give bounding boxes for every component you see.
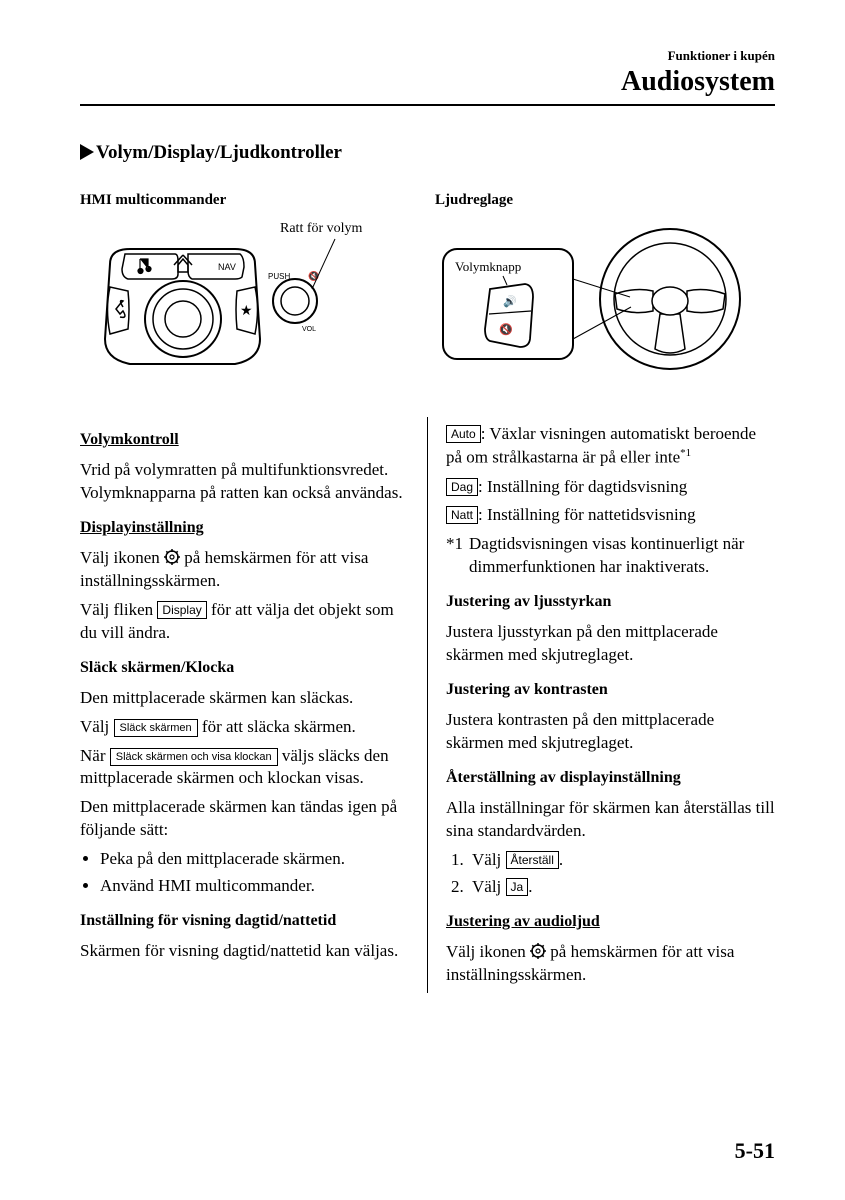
para: Den mittplacerade skärmen kan tändas ige… (80, 796, 409, 842)
heading-displayinstallning: Displayinställning (80, 519, 409, 537)
para: Välj ikonen på hemskärmen för att visa i… (446, 941, 775, 987)
list-item: Peka på den mittplacerade skärmen. (100, 848, 409, 871)
box-dag: Dag (446, 478, 478, 496)
para: Den mittplacerade skärmen kan släckas. (80, 687, 409, 710)
heading-ljusstyrka: Justering av ljusstyrkan (446, 593, 775, 611)
box-slack-klocka: Släck skärmen och visa klockan (110, 748, 278, 766)
box-slack-skarmen: Släck skärmen (114, 719, 198, 737)
gear-icon (164, 549, 180, 565)
steering-wheel-figure: Volymknapp 🔊 🔇 (435, 219, 775, 389)
left-column: Volymkontroll Vrid på volymratten på mul… (80, 417, 427, 993)
hmi-commander-icon: NAV ★ PUSH 🔇 VOL (80, 219, 400, 379)
figure-left-label: HMI multicommander (80, 192, 405, 209)
two-columns: Volymkontroll Vrid på volymratten på mul… (80, 417, 775, 993)
heading-audioljud: Justering av audioljud (446, 913, 775, 931)
para: När Släck skärmen och visa klockan väljs… (80, 745, 409, 791)
svg-text:🔇: 🔇 (499, 323, 513, 336)
list-item: Välj Ja. (468, 876, 775, 899)
box-ja: Ja (506, 878, 529, 896)
footnote-key: *1 (446, 533, 463, 579)
page-header: Funktioner i kupén Audiosystem (80, 48, 775, 98)
figure-right-label: Ljudreglage (435, 192, 775, 209)
svg-text:Volymknapp: Volymknapp (455, 259, 521, 274)
header-breadcrumb: Funktioner i kupén (80, 48, 775, 64)
svg-text:NAV: NAV (218, 262, 236, 272)
para: Välj Släck skärmen för att släcka skärme… (80, 716, 409, 739)
footnote-ref: *1 (680, 447, 691, 459)
para: Välj ikonen på hemskärmen för att visa i… (80, 547, 409, 593)
para: Vrid på volymratten på multifunktionsvre… (80, 459, 409, 505)
figure-left: HMI multicommander Ratt för volym NAV (80, 192, 405, 389)
para: Skärmen för visning dagtid/nattetid kan … (80, 940, 409, 963)
bullet-list: Peka på den mittplacerade skärmen. Använ… (100, 848, 409, 898)
heading-slack-skarmen: Släck skärmen/Klocka (80, 659, 409, 677)
section-title: Volym/Display/Ljudkontroller (80, 142, 775, 164)
box-aterstall: Återställ (506, 851, 559, 869)
svg-text:🔇: 🔇 (308, 270, 319, 281)
para: Välj fliken Display för att välja det ob… (80, 599, 409, 645)
header-title: Audiosystem (80, 66, 775, 98)
heading-aterstallning: Återställning av displayinställning (446, 769, 775, 787)
heading-dag-natt: Inställning för visning dagtid/nattetid (80, 912, 409, 930)
ordered-list: Välj Återställ. Välj Ja. (468, 849, 775, 899)
figure-row: HMI multicommander Ratt för volym NAV (80, 192, 775, 389)
para: Alla inställningar för skärmen kan åters… (446, 797, 775, 843)
right-column: Auto: Växlar visningen automatiskt beroe… (427, 417, 775, 993)
header-rule (80, 104, 775, 106)
para: Justera ljusstyrkan på den mittplacerade… (446, 621, 775, 667)
steering-wheel-icon: Volymknapp 🔊 🔇 (435, 219, 775, 379)
svg-text:★: ★ (240, 304, 253, 319)
svg-text:🔊: 🔊 (503, 294, 517, 308)
heading-volymkontroll: Volymkontroll (80, 431, 409, 449)
para: Dag: Inställning för dagtidsvisning (446, 476, 775, 499)
svg-text:PUSH: PUSH (268, 272, 290, 281)
figure-right: Ljudreglage Volymknapp 🔊 🔇 (435, 192, 775, 389)
list-item: Använd HMI multicommander. (100, 875, 409, 898)
box-auto: Auto (446, 425, 481, 443)
box-display: Display (157, 601, 206, 619)
page-number: 5-51 (735, 1138, 775, 1164)
hmi-commander-figure: Ratt för volym NAV ★ (80, 219, 405, 389)
heading-kontrast: Justering av kontrasten (446, 681, 775, 699)
footnote-text: Dagtidsvisningen visas kontinuerligt när… (469, 533, 775, 579)
footnote: *1 Dagtidsvisningen visas kontinuerligt … (446, 533, 775, 579)
list-item: Välj Återställ. (468, 849, 775, 872)
box-natt: Natt (446, 506, 478, 524)
para: Natt: Inställning för nattetidsvisning (446, 504, 775, 527)
volume-dial-callout: Ratt för volym (280, 221, 362, 237)
svg-text:VOL: VOL (302, 326, 316, 333)
gear-icon (530, 943, 546, 959)
triangle-icon (80, 144, 94, 160)
para: Justera kontrasten på den mittplacerade … (446, 709, 775, 755)
para: Auto: Växlar visningen automatiskt beroe… (446, 423, 775, 470)
